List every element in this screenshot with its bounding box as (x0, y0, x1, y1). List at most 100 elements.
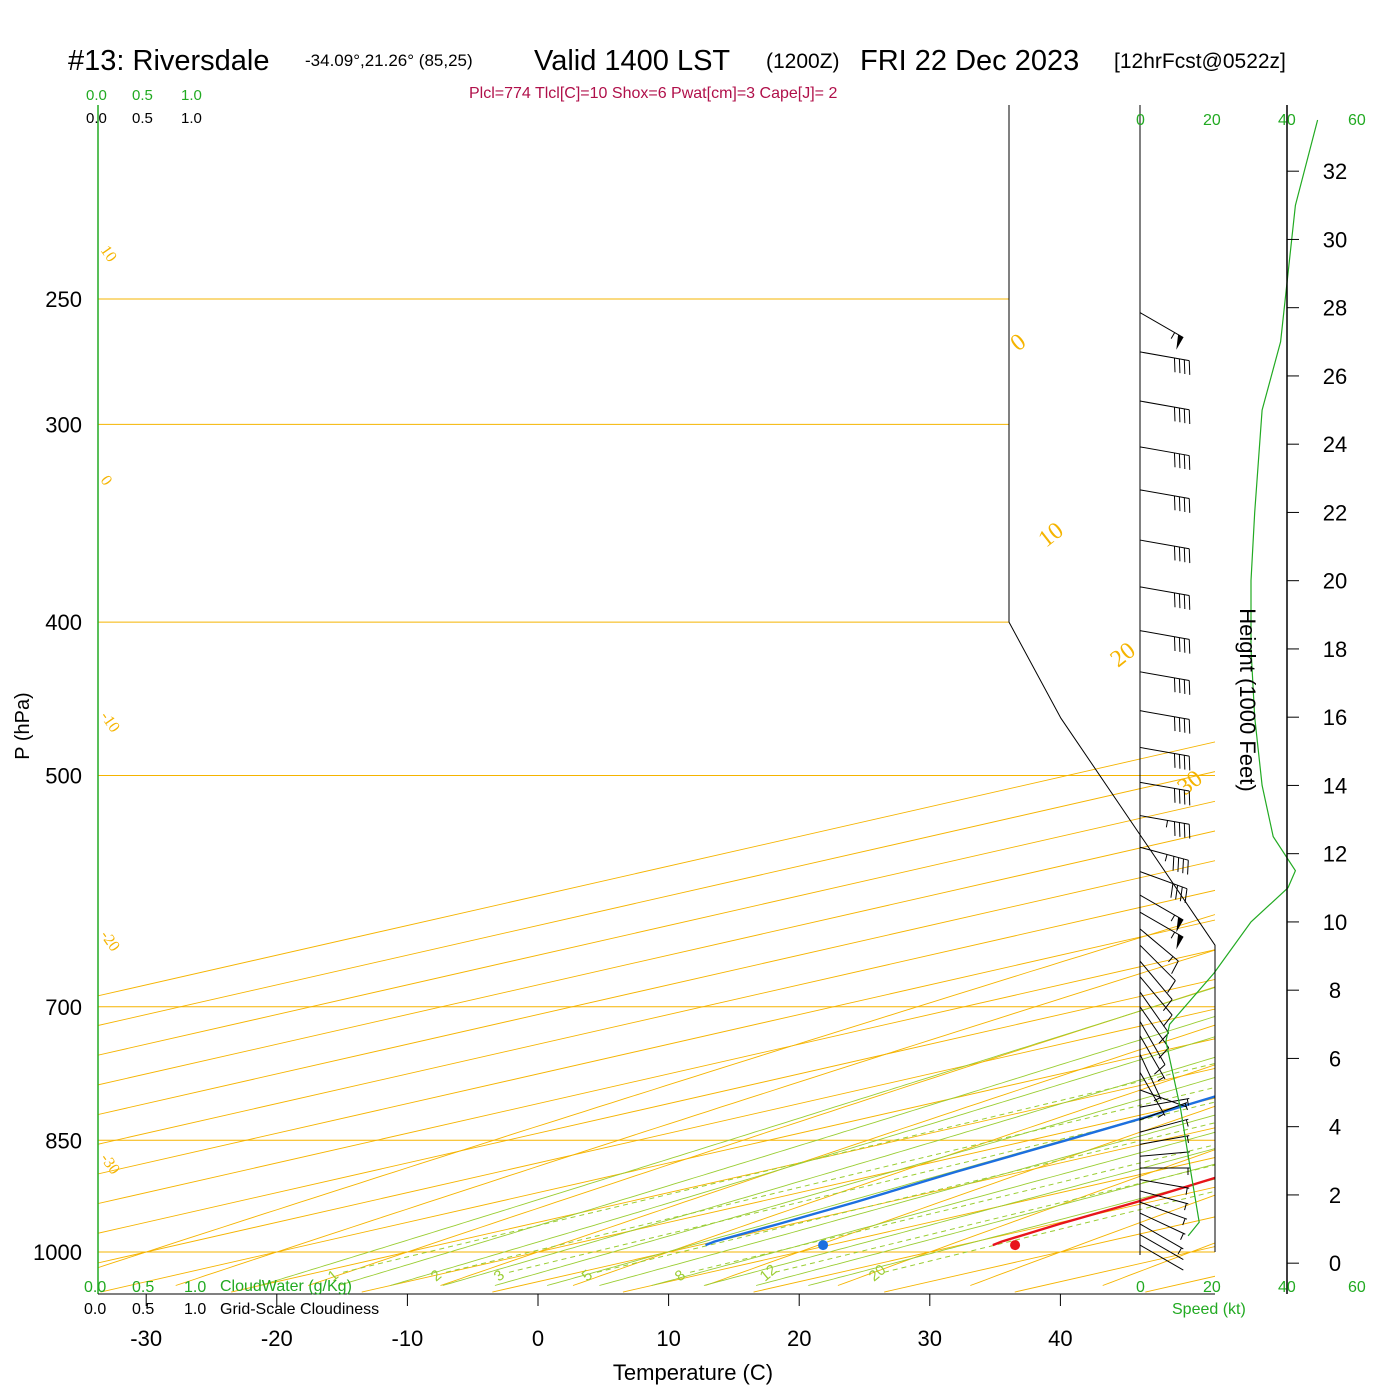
height-tick-label: 18 (1323, 637, 1347, 662)
wind-barb-feather (1184, 888, 1188, 903)
wind-barb-feather (1188, 639, 1191, 654)
height-tick-label: 20 (1323, 569, 1347, 594)
wind-barb-shaft (1139, 400, 1190, 411)
mixing-ratio-line (883, 1190, 1215, 1273)
wind-barb-shaft (1139, 928, 1179, 962)
wind-barb (1139, 1179, 1190, 1195)
wind-barb (1139, 1234, 1184, 1261)
mixing-ratio-line (508, 1101, 1215, 1273)
wind-barb (1139, 586, 1191, 610)
wind-barb-shaft (1139, 1035, 1166, 1080)
temperature-tick-label: 20 (787, 1326, 811, 1351)
wind-barb-shaft (1139, 1151, 1190, 1157)
wind-barb-shaft (1139, 781, 1190, 792)
dry-adiabat-line (307, 986, 1215, 1286)
wind-barb-shaft (1139, 630, 1190, 640)
moist-adiabat-line (494, 1076, 1215, 1286)
mixing-ratio-line (689, 1144, 1215, 1273)
mixing-ratio-label: 2 (428, 1267, 445, 1285)
wind-barb (1139, 1201, 1188, 1226)
moist-adiabat-line (703, 1148, 1215, 1286)
wind-barb-pennant (1176, 334, 1184, 350)
wind-barb (1139, 944, 1176, 993)
wind-barb-feather (1183, 497, 1186, 512)
wind-barb-shaft (1139, 746, 1190, 757)
wind-barb-feather (1178, 678, 1181, 694)
moist-adiabat-line (599, 1114, 1215, 1286)
wind-barb-shaft (1139, 1223, 1184, 1250)
wind-barb (1139, 1072, 1166, 1118)
wind-barb-half-feather (1170, 332, 1176, 339)
wind-barb-feather (1183, 594, 1186, 609)
bottom-cloudiness-tick-2: 1.0 (184, 1301, 206, 1318)
height-tick-label: 32 (1323, 159, 1347, 184)
surface-temperature-marker (1010, 1240, 1021, 1251)
wind-barb-feather (1178, 789, 1181, 804)
wind-barb-half-feather (1168, 956, 1174, 963)
speed-bottom-tick-1: 20 (1203, 1279, 1221, 1296)
pressure-tick-label: 250 (45, 287, 82, 312)
speed-top-tick-0: 0 (1136, 112, 1145, 129)
moist-adiabat-line (259, 986, 1215, 1286)
wind-barb (1139, 400, 1191, 425)
wind-barb-feather (1182, 858, 1184, 874)
wind-barb (1139, 539, 1191, 564)
top-cloudwater-tick-0: 0.0 (86, 87, 107, 104)
wind-barb (1139, 1097, 1190, 1108)
height-tick-label: 28 (1323, 296, 1347, 321)
wind-barb-shaft (1139, 351, 1190, 362)
wind-speed-profile (1165, 119, 1319, 1237)
bottom-cloudwater-tick-0: 0.0 (84, 1279, 106, 1296)
moist-adiabat-line (390, 1036, 1215, 1286)
speed-bottom-tick-2: 40 (1278, 1279, 1296, 1296)
wind-barb-shaft (1139, 1179, 1190, 1189)
speed-top-tick-3: 60 (1348, 112, 1366, 129)
dry-adiabat-line (175, 949, 1215, 1286)
top-cloudwater-tick-1: 0.5 (132, 87, 153, 104)
wind-barb-shaft (1139, 1212, 1186, 1235)
pressure-tick-label: 500 (45, 764, 82, 789)
wind-barb-shaft (1139, 539, 1190, 550)
bottom-cloudwater-tick-2: 1.0 (184, 1279, 206, 1296)
wind-barb-half-feather (1180, 1233, 1184, 1240)
wind-barb-half-feather (1186, 1098, 1189, 1106)
wind-barb-feather (1154, 1064, 1166, 1075)
wind-barb-half-feather (1170, 931, 1176, 939)
wind-barb-feather (1183, 547, 1186, 563)
height-tick-label: 30 (1323, 227, 1347, 252)
wind-barb-feather (1173, 716, 1176, 732)
bottom-cloudwater-tick-1: 0.5 (132, 1279, 154, 1296)
wind-barb-feather (1178, 593, 1181, 609)
wind-barb-feather (1187, 860, 1189, 875)
wind-barb-half-feather (1157, 1076, 1165, 1082)
wind-barb (1139, 894, 1184, 933)
station-coords: -34.09°,21.26° (85,25) (305, 51, 473, 70)
wind-barb-feather (1173, 592, 1176, 608)
isotherm-line (231, 1067, 1215, 1293)
wind-barb-feather (1183, 454, 1186, 470)
temperature-tick-label: -10 (392, 1326, 424, 1351)
wind-barb-feather (1171, 960, 1179, 974)
wind-barb-shaft (1139, 1021, 1166, 1065)
wind-barb-feather (1188, 680, 1191, 695)
wind-barb-feather (1188, 548, 1191, 564)
wind-barb-half-feather (1153, 1097, 1161, 1102)
wind-barb (1139, 1190, 1189, 1211)
wind-barb (1139, 846, 1189, 875)
isotherm-label: -10 (97, 709, 123, 736)
moist-adiabat-line (651, 1131, 1215, 1286)
wind-barb-feather (1183, 823, 1186, 838)
wind-barb-half-feather (1185, 1187, 1188, 1195)
wind-barb (1139, 489, 1191, 513)
wind-barb-feather (1188, 498, 1191, 513)
dewpoint-profile (705, 1095, 1215, 1247)
wind-barb-feather (1173, 753, 1176, 768)
zulu-time: (1200Z) (766, 50, 840, 73)
wind-barb-shaft (1139, 1190, 1189, 1205)
wind-barb (1139, 1035, 1166, 1082)
wind-barb-feather (1188, 756, 1191, 771)
wind-barb-shaft (1139, 1244, 1184, 1271)
wind-barb (1139, 351, 1191, 375)
isotherm-line (98, 741, 1215, 997)
wind-barb-shaft (1139, 1097, 1190, 1108)
